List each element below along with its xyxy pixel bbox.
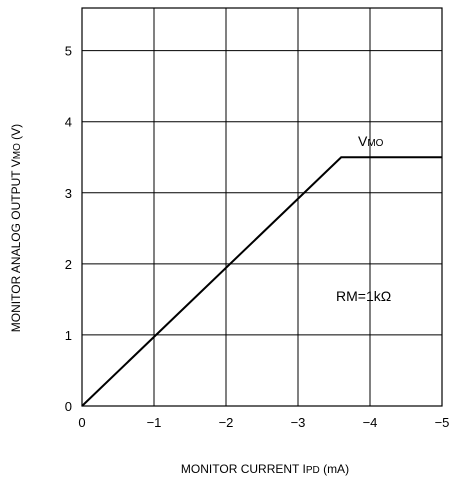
x-axis-title: MONITOR CURRENT IPD (mA) <box>181 462 349 476</box>
y-tick-label: 2 <box>65 257 72 272</box>
y-tick-label: 1 <box>65 328 72 343</box>
y-tick-label: 5 <box>65 44 72 59</box>
y-tick-labels: 0 1 2 3 4 5 <box>65 44 72 414</box>
x-tick-label: −3 <box>291 415 306 430</box>
y-tick-label: 0 <box>65 399 72 414</box>
plot-frame <box>81 7 443 407</box>
condition-annotation: RM=1kΩ <box>336 288 391 304</box>
y-axis-title: MONITOR ANALOG OUTPUT VMO (V) <box>9 124 23 332</box>
x-tick-label: −2 <box>219 415 234 430</box>
x-tick-labels: 0 −1 −2 −3 −4 −5 <box>78 415 449 430</box>
grid <box>81 8 443 407</box>
y-tick-label: 4 <box>65 115 72 130</box>
series-label: VMO <box>358 133 384 149</box>
series-line-vmo <box>81 156 442 407</box>
x-tick-label: −1 <box>147 415 162 430</box>
y-tick-label: 3 <box>65 186 72 201</box>
x-tick-label: −4 <box>363 415 378 430</box>
series-layer <box>81 156 442 407</box>
x-tick-label: 0 <box>78 415 85 430</box>
x-tick-label: −5 <box>435 415 450 430</box>
